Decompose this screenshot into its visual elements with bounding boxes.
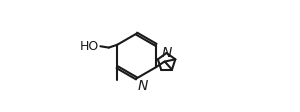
Text: N: N [161,46,172,60]
Text: HO: HO [80,40,100,53]
Text: N: N [137,79,148,93]
